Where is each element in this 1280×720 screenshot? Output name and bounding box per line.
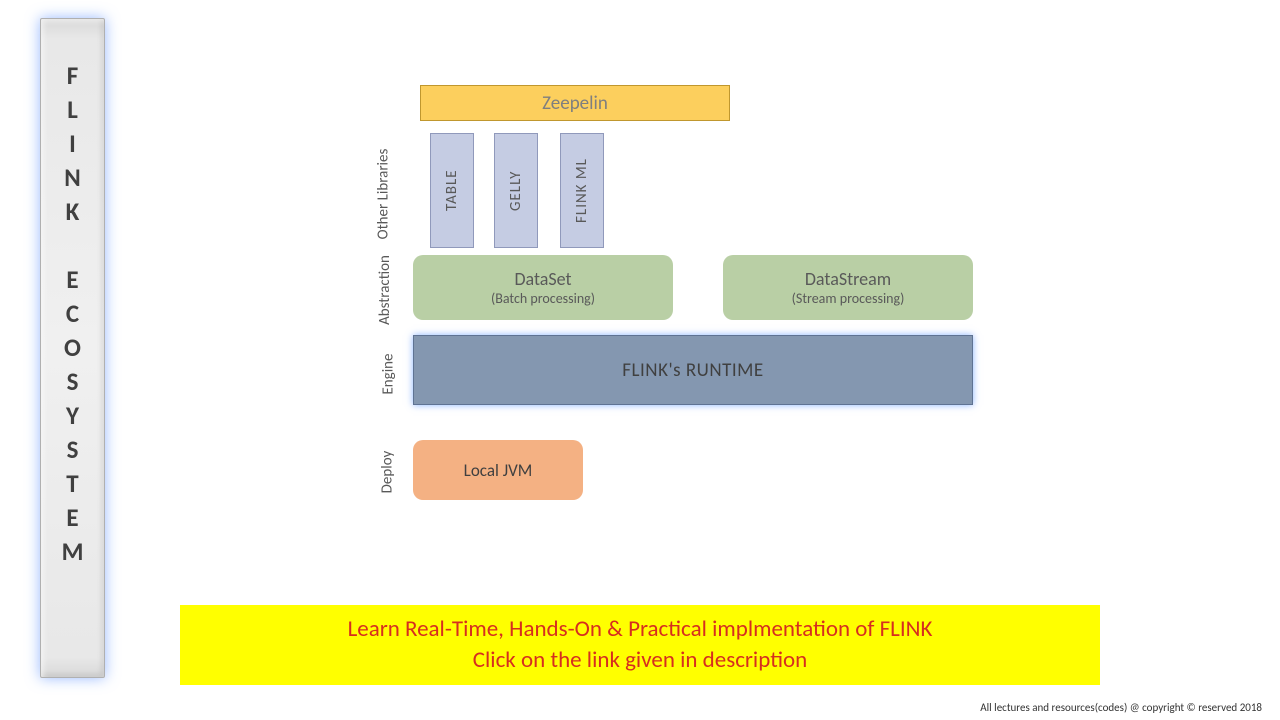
sidebar-letter: S <box>67 365 79 399</box>
row-label-abstraction: Abstraction <box>376 255 394 325</box>
dataset-subtitle: (Batch processing) <box>491 290 595 307</box>
datastream-title: DataStream <box>805 268 891 290</box>
sidebar-letter: F <box>67 59 78 93</box>
library-box-gelly: GELLY <box>494 133 538 248</box>
sidebar-letter: S <box>67 433 79 467</box>
sidebar-letter: C <box>66 297 79 331</box>
library-box-flinkml: FLINK ML <box>560 133 604 248</box>
dataset-title: DataSet <box>514 268 571 290</box>
zeepelin-box: Zeepelin <box>420 85 730 121</box>
promo-banner: Learn Real-Time, Hands-On & Practical im… <box>180 605 1100 685</box>
row-label-deploy: Deploy <box>378 451 396 494</box>
sidebar-letter: M <box>62 535 84 569</box>
abstraction-box-dataset: DataSet (Batch processing) <box>413 255 673 320</box>
sidebar-letter: N <box>64 161 80 195</box>
sidebar-letter: O <box>64 331 81 365</box>
sidebar-letter: E <box>66 263 78 297</box>
sidebar-letter: K <box>66 195 80 229</box>
datastream-subtitle: (Stream processing) <box>792 290 905 307</box>
sidebar-letter: Y <box>66 399 79 433</box>
sidebar-title-bar: F L I N K E C O S Y S T E M <box>40 18 105 678</box>
sidebar-letter: T <box>66 467 78 501</box>
sidebar-letter: I <box>69 127 76 161</box>
runtime-box: FLINK's RUNTIME <box>413 335 973 405</box>
copyright-text: All lectures and resources(codes) @ copy… <box>980 701 1262 714</box>
row-label-engine: Engine <box>380 353 398 394</box>
sidebar-letter: L <box>67 93 78 127</box>
sidebar-letter: E <box>66 501 78 535</box>
deploy-box: Local JVM <box>413 440 583 500</box>
row-label-other-libraries: Other Libraries <box>374 149 392 240</box>
abstraction-box-datastream: DataStream (Stream processing) <box>723 255 973 320</box>
library-box-table: TABLE <box>430 133 474 248</box>
banner-line-2: Click on the link given in description <box>473 645 807 676</box>
banner-line-1: Learn Real-Time, Hands-On & Practical im… <box>348 614 933 645</box>
